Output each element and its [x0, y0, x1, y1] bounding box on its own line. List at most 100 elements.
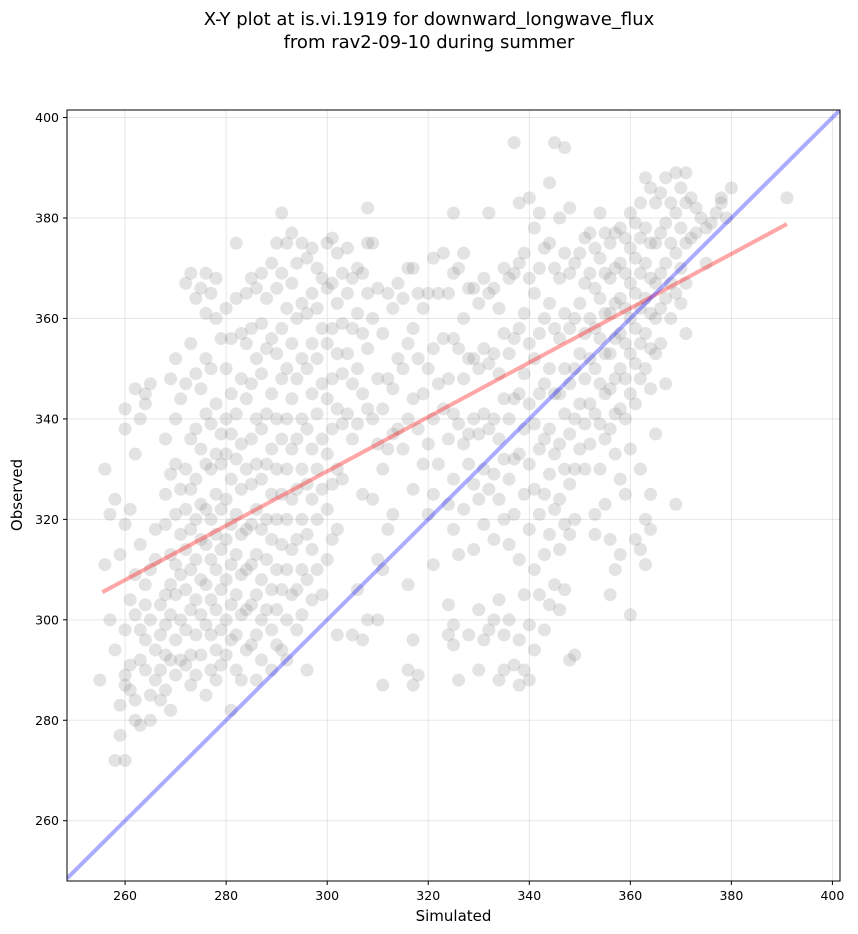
data-point [406, 321, 420, 335]
data-point [244, 271, 258, 285]
data-point [512, 256, 526, 270]
data-point [467, 477, 481, 491]
data-point [593, 462, 607, 476]
data-point [159, 618, 173, 632]
data-point [179, 502, 193, 516]
data-point [638, 291, 652, 305]
data-point [563, 377, 577, 391]
data-point [578, 231, 592, 245]
data-point [649, 311, 663, 325]
data-point [482, 623, 496, 637]
data-point [532, 206, 546, 220]
data-point [447, 638, 460, 652]
data-point [689, 226, 703, 240]
data-point [214, 332, 228, 346]
data-point [239, 522, 253, 536]
data-point [613, 327, 627, 341]
data-point [558, 141, 572, 155]
data-point [679, 327, 693, 341]
data-point [351, 583, 365, 597]
data-point [204, 553, 218, 567]
data-point [502, 472, 516, 486]
data-point [517, 663, 531, 677]
data-point [517, 588, 531, 602]
data-point [290, 256, 304, 270]
data-point [199, 457, 213, 471]
data-point [275, 206, 289, 220]
data-point [376, 678, 390, 692]
data-point [128, 713, 142, 727]
data-point [598, 266, 612, 280]
data-point [472, 603, 486, 617]
data-point [315, 588, 329, 602]
data-point [447, 407, 460, 421]
data-point [340, 241, 354, 255]
data-point [482, 422, 496, 436]
data-point [608, 407, 622, 421]
data-point [497, 663, 511, 677]
data-point [447, 522, 460, 536]
data-point [244, 321, 258, 335]
data-point [315, 321, 329, 335]
data-point [618, 337, 632, 351]
data-point [608, 563, 622, 577]
data-point [548, 261, 562, 275]
data-point [295, 296, 309, 310]
data-point [234, 527, 248, 541]
data-point [578, 276, 592, 290]
data-point [214, 502, 228, 516]
data-point [447, 472, 460, 486]
data-point [199, 502, 213, 516]
data-point [517, 367, 531, 381]
data-point [497, 628, 511, 642]
data-point [255, 472, 269, 486]
data-point [512, 633, 526, 647]
data-point [345, 271, 359, 285]
data-point [209, 673, 223, 687]
data-point [674, 221, 688, 235]
data-point [275, 583, 289, 597]
data-point [411, 286, 425, 300]
data-point [305, 492, 319, 506]
data-point [184, 678, 198, 692]
data-point [381, 442, 395, 456]
data-point [184, 648, 198, 662]
data-point [558, 462, 572, 476]
data-point [244, 638, 258, 652]
data-point [179, 623, 193, 637]
data-point [714, 191, 728, 205]
data-point [588, 241, 602, 255]
data-point [209, 603, 223, 617]
data-point [669, 246, 683, 260]
data-point [613, 402, 627, 416]
data-point [118, 517, 132, 531]
data-point [558, 306, 572, 320]
data-point [588, 321, 602, 335]
data-point [219, 648, 233, 662]
data-point [537, 623, 551, 637]
data-point [548, 578, 562, 592]
y-tick-label: 300 [35, 612, 59, 627]
data-point [462, 281, 476, 295]
data-point [159, 517, 173, 531]
data-point [638, 512, 652, 526]
data-point [441, 372, 455, 386]
data-point [184, 432, 198, 446]
x-tick-label: 300 [315, 888, 339, 903]
data-point [487, 467, 501, 481]
data-point [482, 286, 496, 300]
data-point [128, 608, 142, 622]
data-point [553, 387, 567, 401]
data-point [153, 663, 167, 677]
data-point [270, 638, 284, 652]
data-point [295, 412, 309, 426]
data-point [593, 332, 607, 346]
data-point [204, 663, 218, 677]
data-point [315, 271, 329, 285]
data-point [249, 412, 263, 426]
data-point [148, 643, 162, 657]
data-point [345, 432, 359, 446]
data-point [527, 221, 541, 235]
data-point [436, 402, 450, 416]
data-point [184, 482, 198, 496]
